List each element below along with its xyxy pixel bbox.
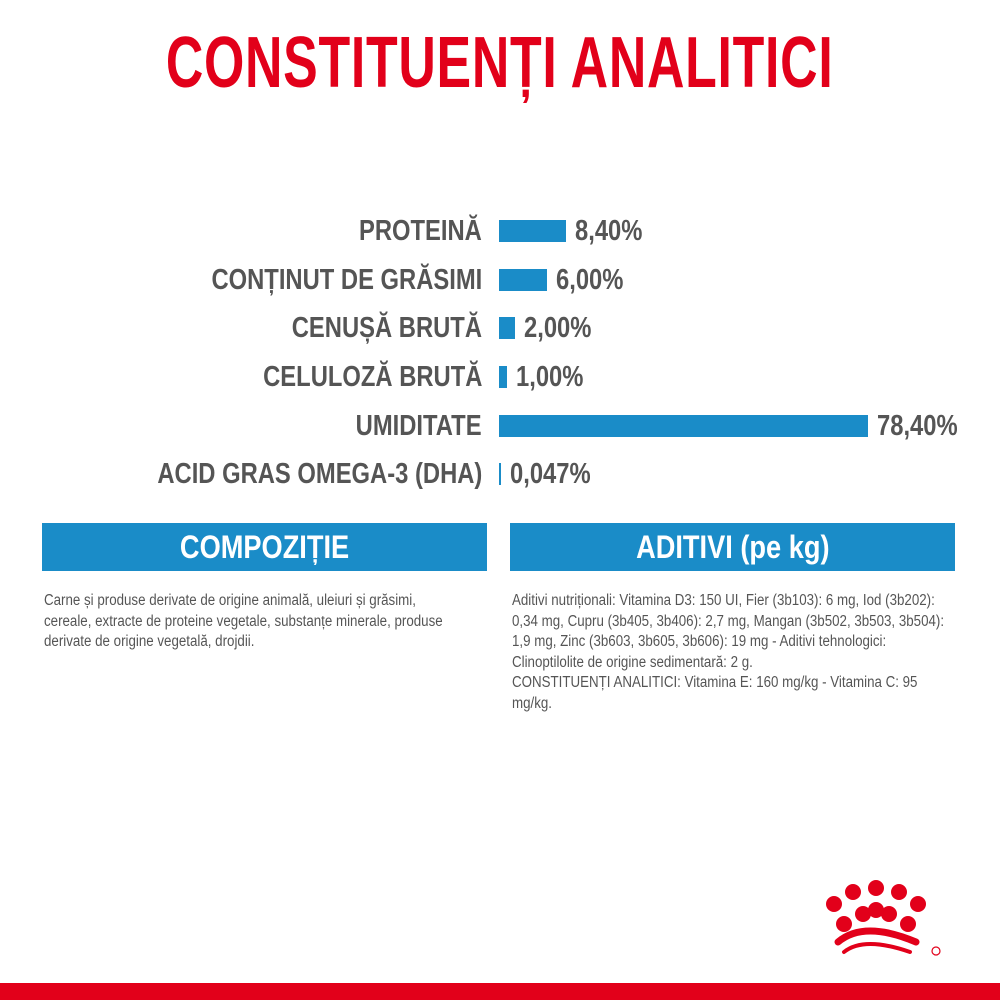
category-label: ACID GRAS OMEGA-3 (DHA) <box>156 458 482 490</box>
category-label: CELULOZĂ BRUTĂ <box>262 361 482 393</box>
category-label: PROTEINĂ <box>359 215 482 247</box>
category-label: CONȚINUT DE GRĂSIMI <box>211 264 482 296</box>
additives-header: ADITIVI (pe kg) <box>510 523 955 571</box>
chart-row: UMIDITATE 78,40% <box>0 411 1000 441</box>
additives-header-text: ADITIVI (pe kg) <box>635 529 830 565</box>
composition-text: Carne și produse derivate de origine ani… <box>44 591 464 653</box>
page-title: CONSTITUENȚI ANALITICI <box>0 22 1000 104</box>
additives-nutritional-text: Aditivi nutriționali: Vitamina D3: 150 U… <box>512 592 945 671</box>
category-label: UMIDITATE <box>356 410 482 442</box>
value-label: 2,00% <box>524 312 592 344</box>
composition-header: COMPOZIȚIE <box>42 523 487 571</box>
value-label: 8,40% <box>575 215 643 247</box>
composition-header-text: COMPOZIȚIE <box>179 529 350 565</box>
composition-text-content: Carne și produse derivate de origine ani… <box>44 592 443 650</box>
chart-row: CONȚINUT DE GRĂSIMI 6,00% <box>0 265 1000 295</box>
additives-analytical-text: CONSTITUENȚI ANALITICI: Vitamina E: 160 … <box>512 674 918 712</box>
chart-row: PROTEINĂ 8,40% <box>0 216 1000 246</box>
bar <box>499 415 868 437</box>
bar <box>499 366 507 388</box>
chart-row: ACID GRAS OMEGA-3 (DHA) 0,047% <box>0 459 1000 489</box>
bar <box>499 269 547 291</box>
bar <box>499 317 515 339</box>
bar <box>499 463 501 485</box>
value-label: 6,00% <box>556 264 624 296</box>
royal-canin-crown-icon <box>820 880 960 965</box>
value-label: 1,00% <box>516 361 584 393</box>
chart-row: CENUȘĂ BRUTĂ 2,00% <box>0 313 1000 343</box>
value-label: 78,40% <box>876 410 958 442</box>
value-label: 0,047% <box>510 458 591 490</box>
bar <box>499 220 567 242</box>
bottom-brand-bar <box>0 983 1000 1000</box>
chart-row: CELULOZĂ BRUTĂ 1,00% <box>0 362 1000 392</box>
category-label: CENUȘĂ BRUTĂ <box>291 312 482 344</box>
additives-text: Aditivi nutriționali: Vitamina D3: 150 U… <box>512 591 955 714</box>
page-title-text: CONSTITUENȚI ANALITICI <box>166 23 834 103</box>
